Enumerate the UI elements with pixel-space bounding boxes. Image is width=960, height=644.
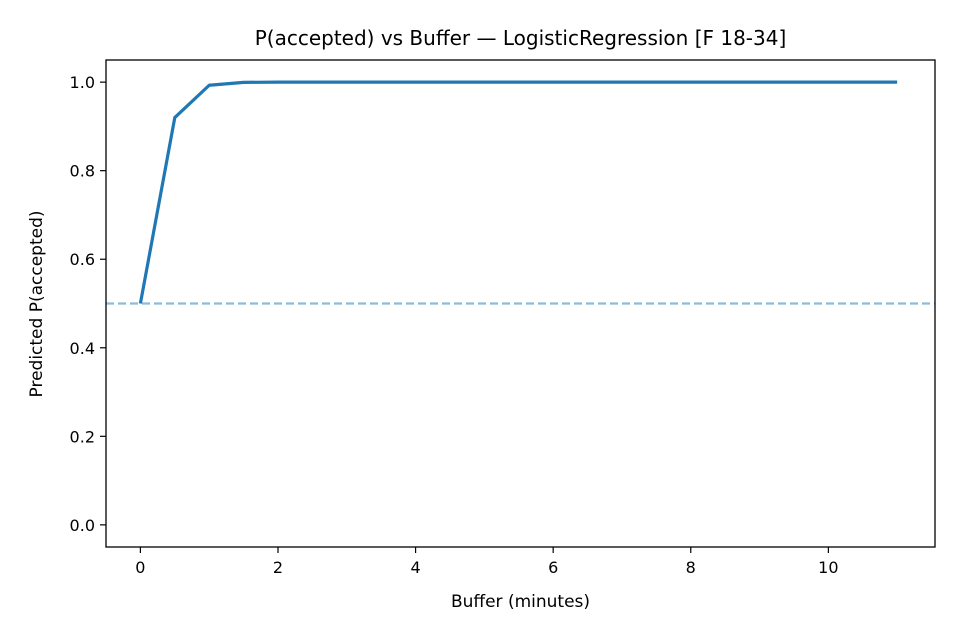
plot-frame bbox=[105, 59, 936, 548]
x-axis-label: Buffer (minutes) bbox=[451, 592, 590, 612]
y-tick-label: 1.0 bbox=[70, 73, 95, 92]
y-tick-label: 0.4 bbox=[70, 339, 95, 358]
plot-area: 0 2 4 6 8 10 0.0 0.2 0.4 0.6 0.8 1.0 bbox=[70, 59, 936, 577]
y-tick-label: 0.8 bbox=[70, 162, 95, 181]
x-tick-label: 2 bbox=[273, 558, 283, 577]
x-tick-label: 6 bbox=[548, 558, 558, 577]
y-tick-label: 0.6 bbox=[70, 250, 95, 269]
chart-title: P(accepted) vs Buffer — LogisticRegressi… bbox=[255, 26, 787, 50]
x-tick-label: 4 bbox=[410, 558, 420, 577]
y-axis-label: Predicted P(accepted) bbox=[27, 211, 47, 398]
y-tick-label: 0.2 bbox=[70, 427, 95, 446]
series-line-0 bbox=[138, 80, 898, 304]
x-tick-label: 10 bbox=[818, 558, 838, 577]
x-tick-label: 0 bbox=[135, 558, 145, 577]
y-tick-label: 0.0 bbox=[70, 516, 95, 535]
x-tick-label: 8 bbox=[686, 558, 696, 577]
